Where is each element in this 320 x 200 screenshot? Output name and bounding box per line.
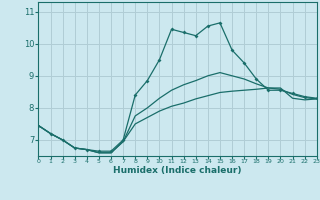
X-axis label: Humidex (Indice chaleur): Humidex (Indice chaleur) — [113, 166, 242, 175]
